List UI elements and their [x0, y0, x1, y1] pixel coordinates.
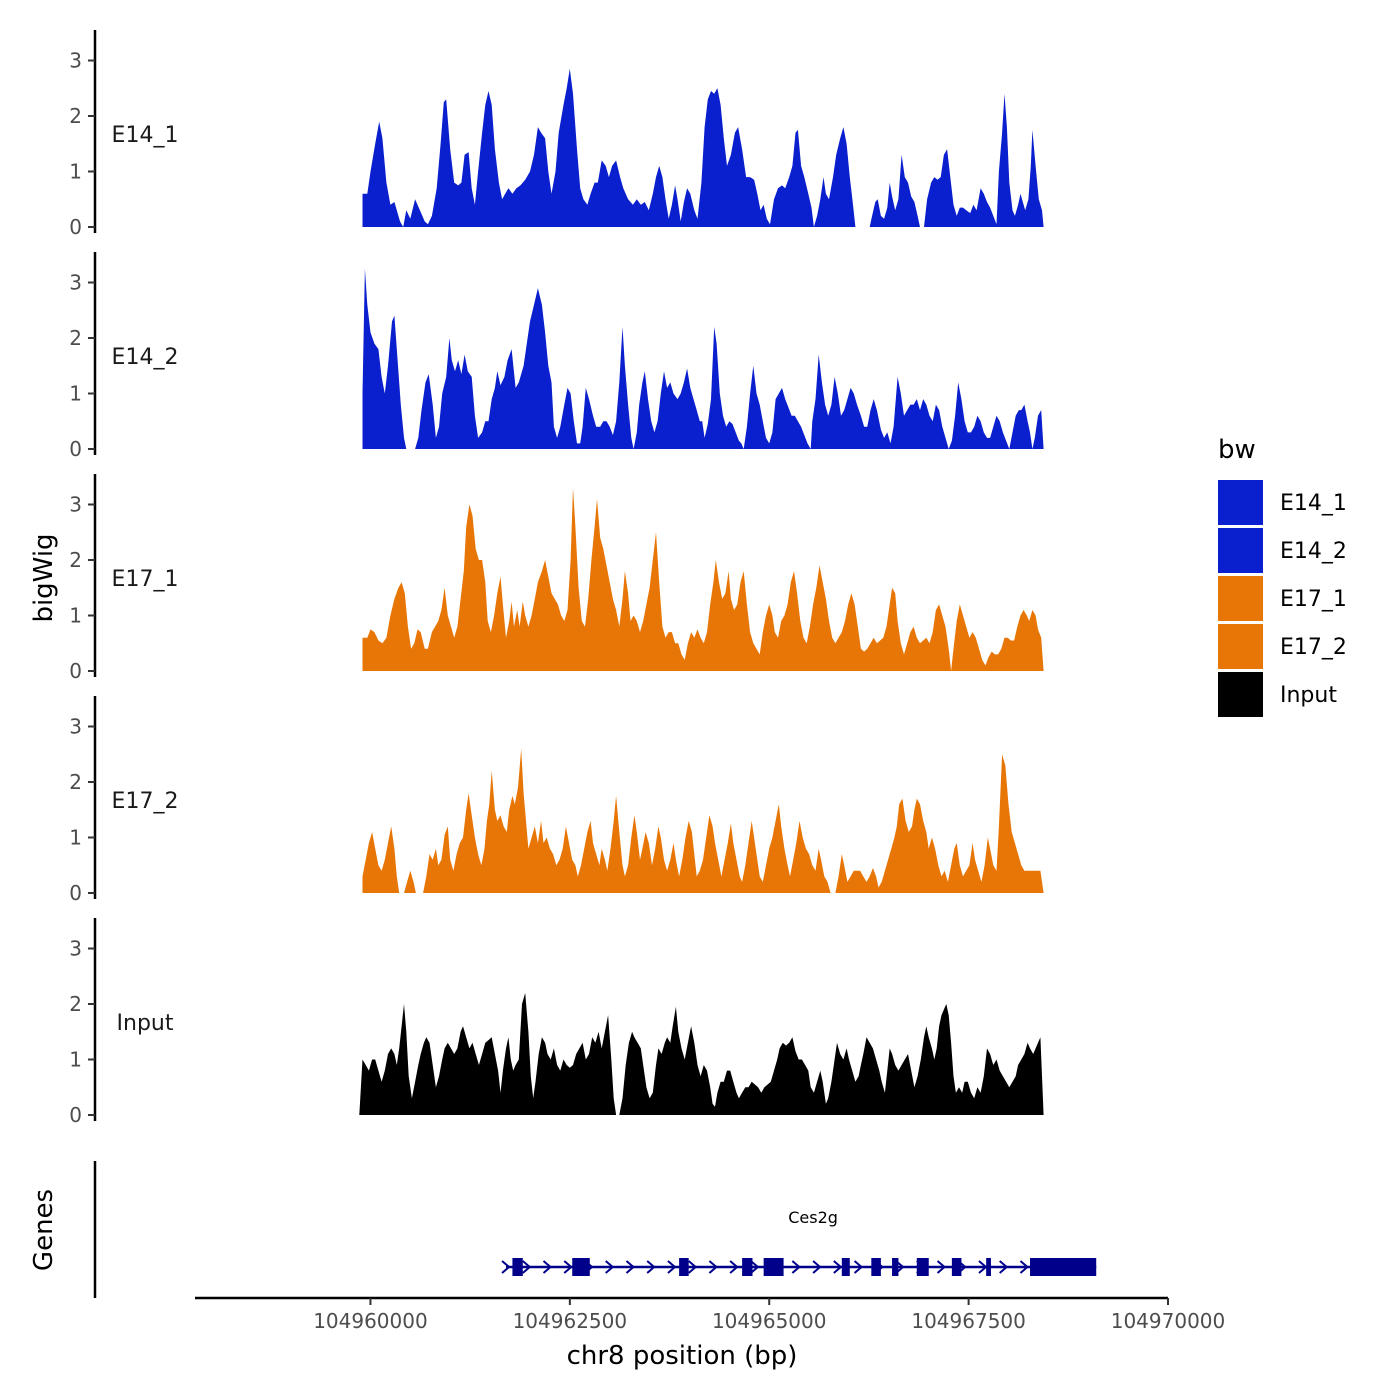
x-axis: 104960000 104962500 104965000 104967500 1049…	[195, 1296, 1226, 1333]
y-tick-label: 0	[69, 1103, 82, 1127]
track-panel-e14_1: 0 1 2 3 E14_1	[69, 30, 1044, 239]
signal-area-input	[359, 992, 1044, 1115]
strand-arrow	[688, 1260, 698, 1274]
gene-name-label: Ces2g	[788, 1208, 838, 1227]
strand-arrow	[978, 1260, 988, 1274]
strand-arrow	[501, 1260, 511, 1274]
legend-swatch	[1218, 480, 1263, 525]
strand-arrow	[625, 1260, 635, 1274]
y-tick-label: 2	[69, 992, 82, 1016]
track-label: E17_2	[112, 789, 179, 814]
legend: bw E14_1 E14_2 E17_1 E17_2 Input	[1218, 435, 1347, 717]
gene-exon	[841, 1258, 850, 1276]
x-tick-label: 104967500	[911, 1309, 1026, 1333]
y-tick-label: 0	[69, 881, 82, 905]
legend-label: E14_2	[1280, 539, 1347, 564]
legend-label: E17_1	[1280, 587, 1347, 612]
strand-arrow	[936, 1260, 947, 1274]
y-tick-label: 3	[69, 271, 82, 295]
y-tick-label: 3	[69, 49, 82, 73]
genes-axis-title: Genes	[29, 1189, 59, 1271]
signal-area-e14_2	[362, 268, 1044, 449]
track-label: E14_2	[112, 345, 179, 370]
track-panel-e17_2: 0 1 2 3 E17_2	[69, 696, 1044, 905]
gene-exon	[871, 1258, 881, 1276]
strand-arrow	[1019, 1260, 1029, 1274]
track-panel-e14_2: 0 1 2 3 E14_2	[69, 252, 1044, 461]
x-tick-label: 104960000	[313, 1309, 428, 1333]
track-panel-input: 0 1 2 3 Input	[69, 918, 1044, 1127]
gene-exon	[742, 1258, 753, 1276]
strand-arrow	[605, 1260, 615, 1274]
y-tick-label: 3	[69, 937, 82, 961]
gene-exon	[763, 1258, 784, 1276]
strand-arrow	[833, 1260, 843, 1274]
y-tick-label: 0	[69, 659, 82, 683]
y-tick-label: 3	[69, 715, 82, 739]
x-tick-label: 104965000	[712, 1309, 827, 1333]
legend-label: E14_1	[1280, 491, 1347, 516]
strand-arrow	[791, 1260, 801, 1274]
y-tick-label: 2	[69, 104, 82, 128]
y-tick-label: 1	[69, 160, 82, 184]
legend-label: Input	[1280, 683, 1337, 708]
y-tick-label: 0	[69, 215, 82, 239]
bigwig-tracks: 0 1 2 3 E14_1 0 1 2 3 E14_2 0 1 2 3 E17_1 0 1 2 3 E17_2 0 1 2 3…	[69, 30, 1044, 1127]
gene-exon	[512, 1258, 523, 1276]
legend-swatch	[1218, 576, 1263, 621]
gene-exon	[679, 1258, 689, 1276]
signal-area-e17_1	[362, 487, 1044, 671]
gene-exon	[572, 1258, 590, 1276]
signal-area-e14_1	[362, 68, 1044, 227]
gene-exon	[1030, 1258, 1097, 1276]
gene-exon	[892, 1258, 899, 1276]
strand-arrow	[667, 1260, 677, 1274]
y-tick-label: 2	[69, 326, 82, 350]
strand-arrow	[812, 1260, 822, 1274]
strand-arrow	[522, 1260, 532, 1274]
y-tick-label: 2	[69, 548, 82, 572]
gene-track: Ces2g	[93, 1161, 1097, 1298]
gene-exon	[951, 1258, 962, 1276]
legend-label: E17_2	[1280, 635, 1347, 660]
y-tick-label: 1	[69, 826, 82, 850]
y-tick-label: 0	[69, 437, 82, 461]
legend-title: bw	[1218, 435, 1256, 465]
x-tick-label: 104970000	[1111, 1309, 1226, 1333]
track-panel-e17_1: 0 1 2 3 E17_1	[69, 474, 1044, 683]
y-tick-label: 2	[69, 770, 82, 794]
x-tick-label: 104962500	[513, 1309, 628, 1333]
strand-arrow	[708, 1260, 718, 1274]
strand-arrow	[750, 1260, 760, 1274]
strand-arrow	[853, 1260, 864, 1274]
track-label: E17_1	[112, 567, 179, 592]
strand-arrow	[729, 1260, 739, 1274]
strand-arrow	[542, 1260, 553, 1274]
y-tick-label: 3	[69, 493, 82, 517]
strand-arrow	[563, 1260, 573, 1274]
gene-exon	[986, 1258, 991, 1276]
y-tick-label: 1	[69, 382, 82, 406]
legend-swatch	[1218, 528, 1263, 573]
x-axis-title: chr8 position (bp)	[567, 1341, 798, 1371]
strand-arrow	[999, 1260, 1009, 1274]
legend-swatch	[1218, 624, 1263, 669]
strand-arrow	[646, 1260, 656, 1274]
signal-area-e17_2	[362, 748, 1044, 893]
gene-exon	[916, 1258, 929, 1276]
track-label: E14_1	[112, 123, 179, 148]
y-tick-label: 1	[69, 1048, 82, 1072]
y-axis-title: bigWig	[29, 533, 59, 622]
legend-swatch	[1218, 672, 1263, 717]
track-label: Input	[117, 1011, 174, 1036]
y-tick-label: 1	[69, 604, 82, 628]
